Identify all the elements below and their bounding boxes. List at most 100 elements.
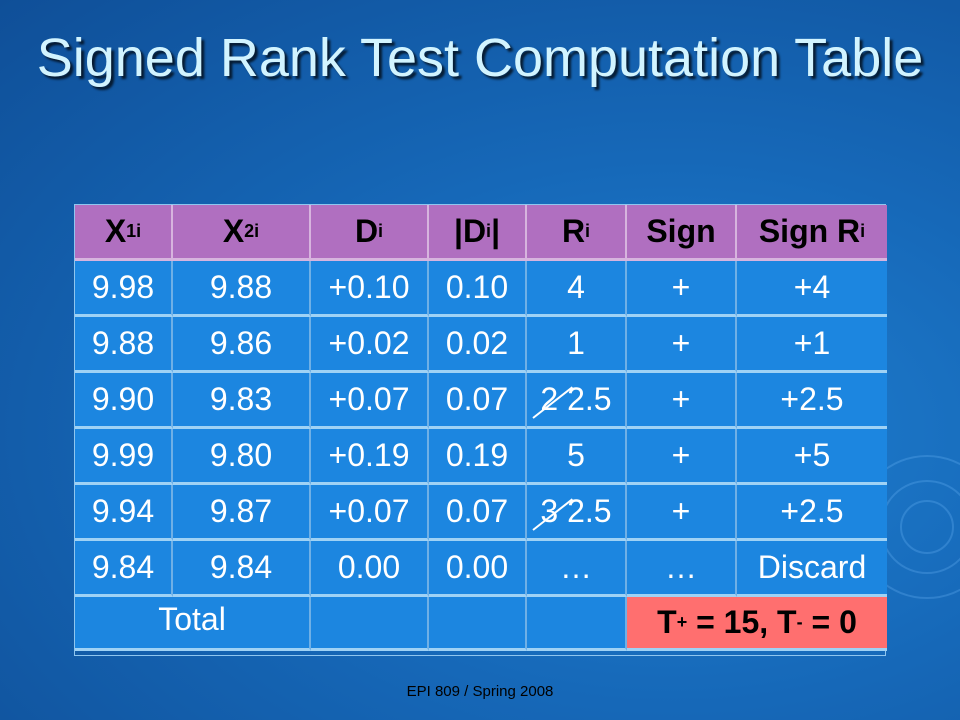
- table-cell: +4: [737, 261, 887, 317]
- cell-value: +0.10: [328, 269, 410, 305]
- cell-value: 9.88: [209, 269, 273, 305]
- cell-value: 0.07: [445, 493, 509, 529]
- cell-value: +: [671, 325, 691, 361]
- table-cell: +: [627, 429, 737, 485]
- column-header: X 2i: [173, 205, 311, 261]
- cell-value: 9.84: [209, 549, 273, 585]
- t-plus-base: T: [657, 604, 677, 640]
- t-minus-subscript: -: [796, 612, 803, 632]
- cell-value: 0.07: [445, 381, 509, 417]
- t-plus-value: = 15,: [687, 604, 778, 640]
- table-cell: 9.86: [173, 317, 311, 373]
- cell-value: +: [671, 493, 691, 529]
- column-header-subscript: i: [585, 221, 591, 241]
- table-cell: +: [627, 261, 737, 317]
- table-cell: 9.88: [75, 317, 173, 373]
- table-cell: 3 2.5: [527, 485, 627, 541]
- cell-value: 9.83: [209, 381, 273, 417]
- table-row: 9.98 9.88 +0.10 0.10 4 + +4: [75, 261, 887, 317]
- column-header-base: R: [561, 213, 586, 249]
- cell-value: 9.99: [91, 437, 155, 473]
- table-cell: 4: [527, 261, 627, 317]
- cell-value: 1: [567, 325, 585, 361]
- column-header-subscript: 2i: [244, 221, 260, 241]
- table-cell: …: [627, 541, 737, 597]
- table-cell: +: [627, 373, 737, 429]
- cell-value: 5: [567, 437, 585, 473]
- table-cell: [429, 597, 527, 651]
- table-row: 9.88 9.86 +0.02 0.02 1 + +1: [75, 317, 887, 373]
- table-cell: 0.07: [429, 485, 527, 541]
- cell-value: 9.98: [91, 269, 155, 305]
- cell-value: 0.00: [445, 549, 509, 585]
- table-cell: 9.84: [75, 541, 173, 597]
- table-cell: 1: [527, 317, 627, 373]
- table-cell: +1: [737, 317, 887, 373]
- column-header: Sign: [627, 205, 737, 261]
- cell-value: +1: [793, 325, 831, 361]
- cell-value: 4: [567, 269, 585, 305]
- t-minus-base: T: [777, 604, 797, 640]
- table-cell: +2.5: [737, 373, 887, 429]
- table-cell: +2.5: [737, 485, 887, 541]
- cell-value: 0.19: [445, 437, 509, 473]
- column-header-subscript: i: [486, 221, 492, 241]
- total-label: Total: [158, 601, 226, 637]
- cell-value: Discard: [757, 549, 867, 585]
- table-total-row: Total T + = 15, T- = 0: [75, 597, 887, 653]
- table-cell: 9.99: [75, 429, 173, 485]
- cell-value: 0.02: [445, 325, 509, 361]
- t-plus-subscript: +: [676, 612, 688, 632]
- column-header-base: Sign: [646, 213, 716, 249]
- cell-value: 9.84: [91, 549, 155, 585]
- column-header-base: X: [104, 213, 127, 249]
- table-cell: +5: [737, 429, 887, 485]
- t-minus-value: = 0: [802, 604, 857, 640]
- total-label-cell: Total: [75, 597, 311, 651]
- cell-value: 9.94: [91, 493, 155, 529]
- cell-value: 9.86: [209, 325, 273, 361]
- table-cell: +: [627, 317, 737, 373]
- cell-value: +: [671, 437, 691, 473]
- column-header-suffix: |: [491, 213, 501, 249]
- table-cell: +0.19: [311, 429, 429, 485]
- cell-value: 9.88: [91, 325, 155, 361]
- cell-value: +0.07: [328, 381, 410, 417]
- cell-value: 0.00: [337, 549, 401, 585]
- table-cell: 5: [527, 429, 627, 485]
- table-row: 9.94 9.87 +0.07 0.07 3 2.5 + +2.5: [75, 485, 887, 541]
- table-cell: 9.84: [173, 541, 311, 597]
- table-cell: 9.98: [75, 261, 173, 317]
- table-cell: 9.88: [173, 261, 311, 317]
- cell-value: 9.87: [209, 493, 273, 529]
- cell-value: 3 2.5: [540, 493, 612, 529]
- table-cell: 0.02: [429, 317, 527, 373]
- table-cell: +: [627, 485, 737, 541]
- column-header-base: Sign R: [758, 213, 861, 249]
- column-header-base: X: [222, 213, 245, 249]
- slide-title-text: Signed Rank Test Computation Table: [36, 28, 924, 88]
- column-header-base: |D: [453, 213, 487, 249]
- slide-footer: EPI 809 / Spring 2008: [406, 683, 554, 700]
- cell-value: +: [671, 269, 691, 305]
- table-cell: 0.00: [429, 541, 527, 597]
- table-cell: 0.19: [429, 429, 527, 485]
- slide-title: Signed Rank Test Computation Table: [0, 28, 960, 88]
- table-cell: 0.00: [311, 541, 429, 597]
- table-cell: +0.10: [311, 261, 429, 317]
- cell-value: +: [671, 381, 691, 417]
- cell-value: 0.10: [445, 269, 509, 305]
- column-header-subscript: i: [860, 221, 866, 241]
- table-cell: +0.02: [311, 317, 429, 373]
- table-row: 9.99 9.80 +0.19 0.19 5 + +5: [75, 429, 887, 485]
- cell-value: +0.19: [328, 437, 410, 473]
- table-cell: +0.07: [311, 373, 429, 429]
- table-row: 9.90 9.83 +0.07 0.07 2 2.5 + +2.5: [75, 373, 887, 429]
- cell-value: +5: [793, 437, 831, 473]
- cell-value: 9.80: [209, 437, 273, 473]
- cell-value: +0.02: [328, 325, 410, 361]
